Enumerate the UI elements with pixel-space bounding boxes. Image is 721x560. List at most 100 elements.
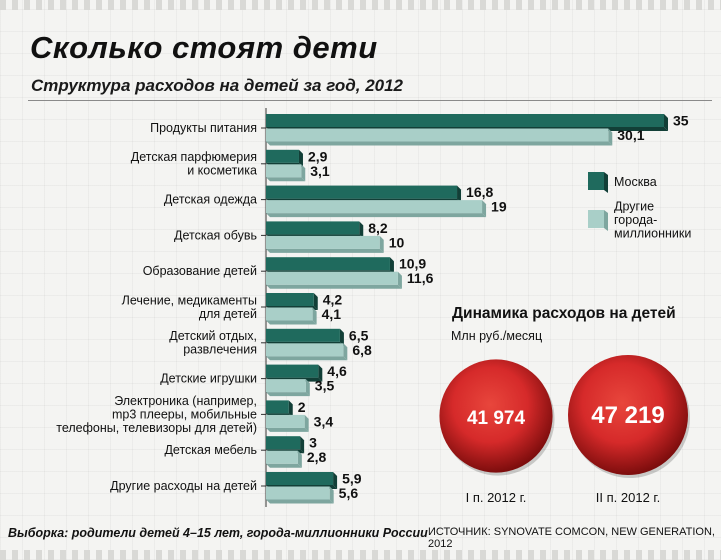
footer-sample-note: Выборка: родители детей 4–15 лет, города…: [8, 526, 428, 540]
bar-value-label: 6,5: [349, 327, 369, 343]
bar-other-cities: [266, 235, 384, 253]
bar-other-cities: [266, 450, 302, 468]
bar-other-cities: [266, 379, 310, 397]
bar-value-label: 4,2: [323, 292, 343, 308]
bar-shadow: [266, 141, 613, 146]
legend-swatch-side: [604, 172, 608, 193]
category-label: Детские игрушки: [160, 372, 257, 386]
bar-other-cities: [266, 307, 317, 325]
bar-other-cities: [266, 200, 487, 218]
bar-side: [664, 114, 668, 131]
bar-side: [313, 293, 318, 310]
bar-side: [482, 200, 487, 218]
bar-value-label: 10,9: [399, 256, 426, 272]
page-title: Сколько стоят дети: [30, 30, 378, 65]
bar-value-label: 2,8: [307, 449, 327, 465]
bar-value-label: 3,4: [314, 413, 334, 429]
bar-face: [266, 235, 380, 249]
dynamics-circle: 47 219: [568, 355, 690, 478]
category-label: развлечения: [183, 343, 257, 357]
bar-value-label: 35: [673, 113, 689, 129]
bar-shadow: [266, 356, 348, 361]
bar-face: [266, 400, 289, 414]
category-label: для детей: [199, 307, 257, 321]
category-label: Образование детей: [143, 264, 257, 278]
category-label: Продукты питания: [150, 121, 257, 135]
bar-value-label: 11,6: [407, 270, 434, 286]
bar-face: [266, 436, 301, 450]
bar-side: [359, 221, 364, 239]
dynamics-value: 47 219: [591, 402, 664, 429]
legend-swatch: [588, 172, 604, 190]
bar-value-label: 5,9: [342, 471, 362, 487]
bar-shadow: [266, 320, 317, 325]
bar-moscow: [266, 114, 668, 131]
bar-value-label: 16,8: [466, 184, 493, 200]
bar-side: [339, 328, 344, 346]
bar-face: [266, 200, 483, 214]
category-label: Детский отдых,: [169, 329, 257, 343]
bar-other-cities: [266, 414, 309, 432]
dynamics-period-label: I п. 2012 г.: [466, 490, 527, 505]
bar-side: [304, 414, 309, 432]
bar-side: [318, 364, 323, 382]
bar-face: [266, 472, 334, 485]
bar-face: [266, 271, 398, 285]
bar-value-label: 2,9: [308, 148, 328, 164]
bar-face: [266, 114, 664, 127]
bar-shadow: [266, 248, 384, 253]
bar-face: [266, 486, 330, 500]
legend-swatch-side: [604, 210, 608, 231]
legend-label: Другие: [614, 200, 654, 214]
bar-face: [266, 364, 319, 378]
bar-side: [608, 128, 613, 146]
dynamics-value: 41 974: [467, 408, 526, 429]
category-label: Лечение, медикаменты: [122, 293, 257, 307]
bar-shadow: [266, 284, 402, 289]
category-label: Детская мебель: [164, 443, 257, 457]
bar-face: [266, 293, 314, 306]
circle-face: [439, 359, 553, 473]
dynamics-unit: Млн руб./месяц: [451, 329, 542, 343]
dynamics-title: Динамика расходов на детей: [452, 305, 676, 322]
chart-subtitle: Структура расходов на детей за год, 2012: [31, 76, 404, 95]
bar-other-cities: [266, 271, 402, 289]
bar-value-label: 3: [309, 435, 317, 451]
bar-side: [379, 235, 384, 253]
bar-value-label: 3,5: [315, 378, 335, 394]
legend-swatch: [588, 210, 604, 228]
top-edge-decoration: [0, 0, 721, 10]
bar-side: [300, 436, 305, 454]
bar-face: [266, 450, 298, 464]
bar-face: [266, 307, 313, 321]
dynamics-period-label: II п. 2012 г.: [596, 490, 660, 505]
bar-side: [329, 486, 334, 504]
category-label: Детская обувь: [174, 228, 257, 242]
bar-side: [297, 450, 302, 468]
category-label: телефоны, телевизоры для детей): [56, 421, 257, 435]
footer-source: ИСТОЧНИК: SYNOVATE COMCON, NEW GENERATIO…: [428, 526, 715, 550]
category-label: Детская одежда: [164, 193, 257, 207]
bar-face: [266, 164, 302, 178]
bar-side: [312, 307, 317, 325]
bar-face: [266, 185, 458, 199]
bar-side: [305, 379, 310, 397]
category-label: Детская парфюмерия: [131, 150, 257, 164]
bar-side: [397, 271, 402, 289]
bar-face: [266, 414, 305, 428]
bar-other-cities: [266, 343, 348, 361]
bar-value-label: 4,1: [322, 306, 342, 322]
circle-face: [568, 355, 688, 475]
bar-side: [389, 257, 394, 275]
bar-value-label: 2: [298, 399, 306, 415]
bar-value-label: 8,2: [368, 220, 388, 236]
bar-shadow: [266, 392, 310, 397]
bar-side: [288, 400, 293, 418]
category-label: mp3 плееры, мобильные: [112, 407, 257, 421]
bar-shadow: [266, 499, 334, 504]
bar-value-label: 4,6: [327, 363, 347, 379]
